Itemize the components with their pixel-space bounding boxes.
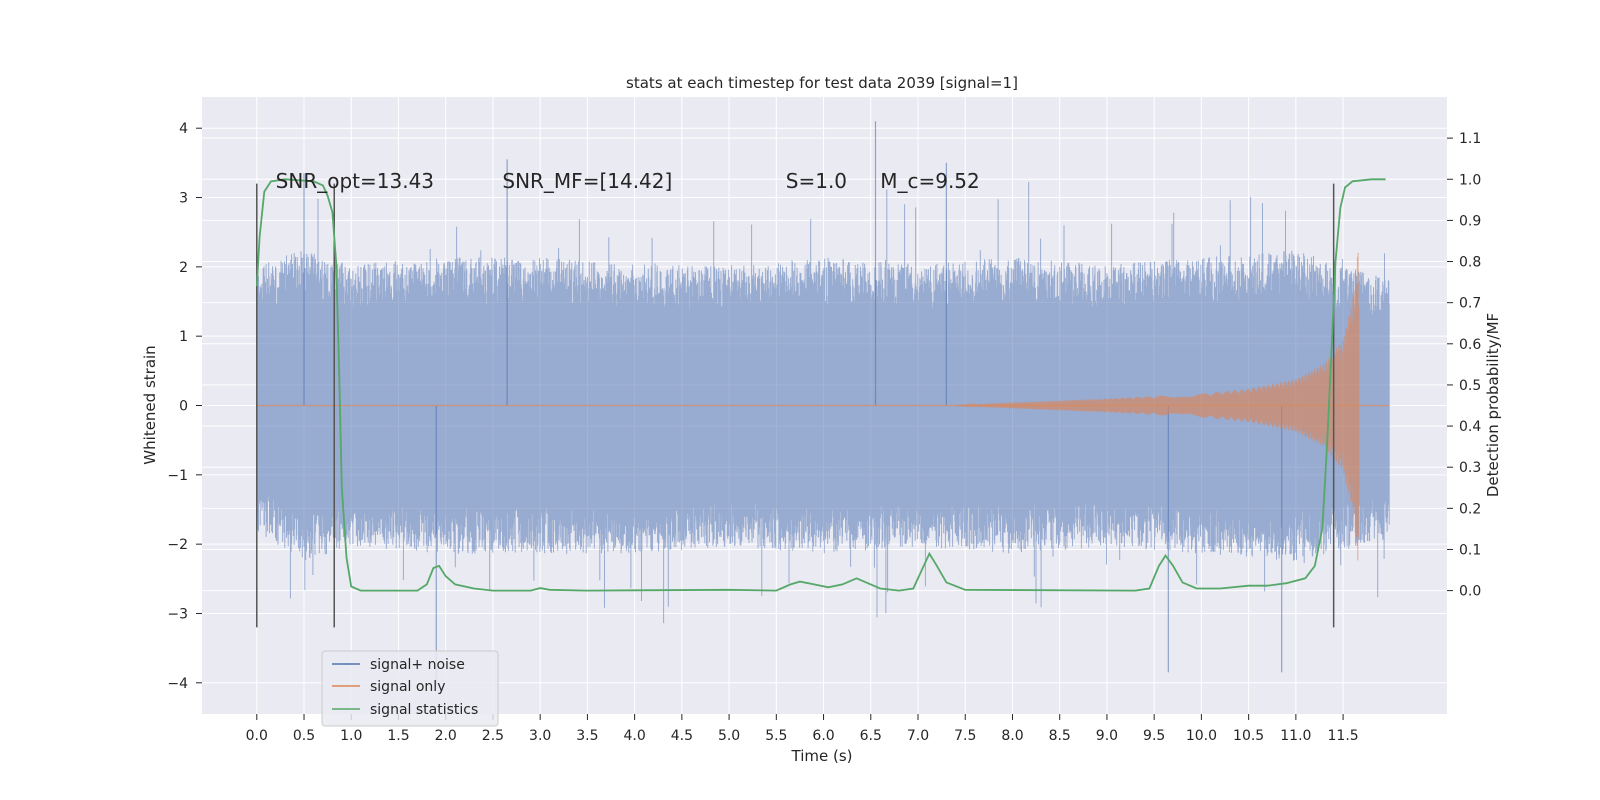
y-tick-label: 1 <box>179 329 188 345</box>
y-tick-label: −3 <box>167 606 188 622</box>
y-axis-label: Whitened strain <box>141 345 159 464</box>
right-y-tick-label: 0.2 <box>1459 501 1481 517</box>
y-tick-label: 2 <box>179 260 188 276</box>
x-tick-label: 6.0 <box>812 728 834 744</box>
x-tick-label: 11.0 <box>1280 728 1311 744</box>
vertical-markers <box>256 183 1335 628</box>
right-y-tick-label: 0.8 <box>1459 255 1481 271</box>
legend-label-signal-noise: signal+ noise <box>370 657 465 673</box>
legend-label-signal-statistics: signal statistics <box>370 702 478 718</box>
legend-label-signal-only: signal only <box>370 679 445 695</box>
signal-only-trace <box>955 252 1360 561</box>
annotations: SNR_opt=13.43 SNR_MF=[14.42] S=1.0 M_c=9.52 <box>276 169 980 193</box>
right-y-tick-label: 0.9 <box>1459 213 1481 229</box>
y-tick-label: −2 <box>167 537 188 553</box>
x-tick-label: 5.0 <box>718 728 740 744</box>
y-tick-label: 4 <box>179 121 188 137</box>
signal-statistics-series <box>255 178 1386 592</box>
legend: signal+ noise signal only signal statist… <box>321 650 499 727</box>
x-tick-label: 0.5 <box>293 728 315 744</box>
legend-box <box>321 650 499 727</box>
x-axis-ticks: 0.0 0.5 1.0 1.5 2.0 2.5 3.0 3.5 4.0 4.5 5.0 5.5 6.0 6… <box>246 714 1359 744</box>
x-tick-label: 7.0 <box>907 728 929 744</box>
x-tick-label: 1.5 <box>387 728 409 744</box>
x-tick-label: 8.0 <box>1001 728 1023 744</box>
annotation-text: M_c=9.52 <box>880 169 980 193</box>
right-y-tick-label: 1.0 <box>1459 172 1481 188</box>
x-tick-label: 6.5 <box>860 728 882 744</box>
signal-statistics-line <box>255 178 1386 592</box>
y-tick-label: −1 <box>167 468 188 484</box>
x-tick-label: 0.0 <box>246 728 268 744</box>
x-tick-label: 1.0 <box>340 728 362 744</box>
y-tick-label: 3 <box>179 191 188 207</box>
annotation-text: SNR_MF=[14.42] <box>502 169 672 193</box>
right-y-tick-label: 0.0 <box>1459 584 1481 600</box>
right-y-axis-label: Detection probability/MF <box>1484 313 1502 497</box>
x-tick-label: 3.5 <box>576 728 598 744</box>
right-y-tick-label: 0.7 <box>1459 296 1481 312</box>
x-tick-label: 2.0 <box>435 728 457 744</box>
right-y-tick-label: 0.4 <box>1459 419 1481 435</box>
x-tick-label: 9.5 <box>1143 728 1165 744</box>
x-tick-label: 4.5 <box>671 728 693 744</box>
right-y-tick-label: 0.1 <box>1459 542 1481 558</box>
right-y-axis-ticks: 0.0 0.1 0.2 0.3 0.4 0.5 0.6 0.7 0.8 0.9 1.0 1.1 <box>1447 131 1481 600</box>
x-tick-label: 4.0 <box>623 728 645 744</box>
x-tick-label: 2.5 <box>482 728 504 744</box>
right-y-tick-label: 0.3 <box>1459 460 1481 476</box>
right-y-tick-label: 1.1 <box>1459 131 1481 147</box>
x-tick-label: 3.0 <box>529 728 551 744</box>
right-y-tick-label: 0.5 <box>1459 378 1481 394</box>
y-tick-label: −4 <box>167 676 188 692</box>
annotation-text: SNR_opt=13.43 <box>276 169 434 193</box>
right-y-tick-label: 0.6 <box>1459 337 1481 353</box>
y-axis-ticks: −4 −3 −2 −1 0 1 2 3 4 <box>167 121 202 692</box>
annotation-text: S=1.0 <box>786 169 847 193</box>
chart-title: stats at each timestep for test data 203… <box>626 74 1018 92</box>
x-tick-label: 8.5 <box>1049 728 1071 744</box>
x-tick-label: 9.0 <box>1096 728 1118 744</box>
signal-only-series <box>256 252 1390 561</box>
x-tick-label: 7.5 <box>954 728 976 744</box>
x-axis-label: Time (s) <box>791 747 853 765</box>
x-tick-label: 10.5 <box>1233 728 1264 744</box>
x-tick-label: 5.5 <box>765 728 787 744</box>
x-tick-label: 11.5 <box>1328 728 1359 744</box>
x-tick-label: 10.0 <box>1186 728 1217 744</box>
y-tick-label: 0 <box>179 399 188 415</box>
